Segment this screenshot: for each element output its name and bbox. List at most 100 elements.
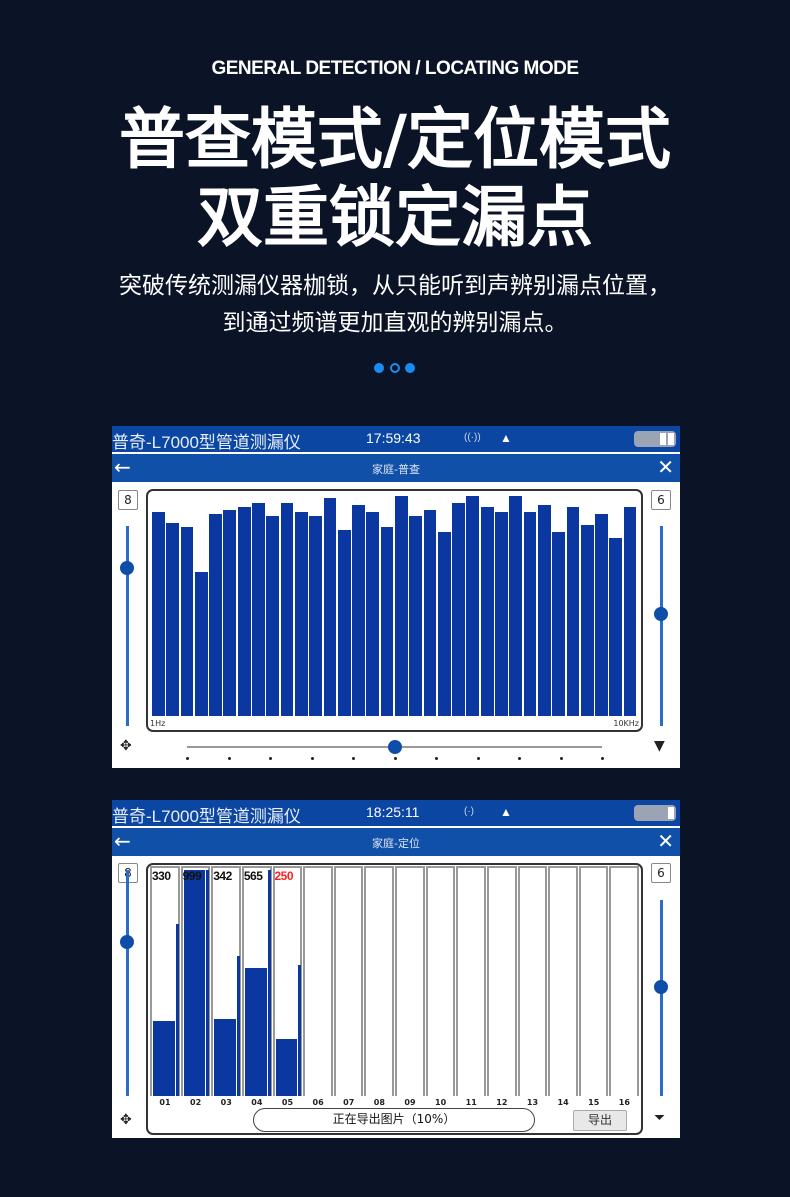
close-icon[interactable]: ✕ <box>657 455 674 479</box>
locating-screen: 普奇-L7000型管道测漏仪 18:25:11 (·) ▲ ← 家庭-定位 ✕ … <box>112 800 680 1138</box>
channel-bar <box>153 1021 175 1096</box>
channel-value: 330 <box>152 869 171 883</box>
right-vertical-slider[interactable] <box>660 526 663 726</box>
channel-value: 250 <box>274 869 294 883</box>
right-value-box: 6 <box>651 490 671 510</box>
general-detection-screen: 普奇-L7000型管道测漏仪 17:59:43 ((·)) ▲ ← 家庭-普查 … <box>112 426 680 768</box>
x-end-label: 10KHz <box>613 719 639 728</box>
spectrum-bar <box>323 498 337 716</box>
channel-label: 16 <box>618 1098 630 1107</box>
title-bar: ← 家庭-定位 ✕ <box>112 828 680 856</box>
channel-secondary-bar <box>236 955 240 1096</box>
spectrum-bar <box>252 502 265 716</box>
title-line-1: 普查模式/定位模式 <box>118 101 672 178</box>
page-title: 家庭-普查 <box>372 463 420 476</box>
slider-tick <box>352 757 355 760</box>
spectrum-bar <box>380 527 394 716</box>
spectrum-bar <box>366 511 380 716</box>
right-slider-knob[interactable] <box>654 607 668 621</box>
channel-label: 12 <box>496 1098 508 1107</box>
pager-dot-3[interactable] <box>405 363 415 373</box>
status-bar: 普奇-L7000型管道测漏仪 18:25:11 (·) ▲ <box>112 800 680 826</box>
channel-column <box>425 866 456 1096</box>
device-title: 普奇-L7000型管道测漏仪 <box>112 807 301 826</box>
spectrum-bar <box>452 502 465 716</box>
spectrum-bar <box>223 509 237 716</box>
channel-label: 08 <box>373 1098 385 1107</box>
channel-label: 10 <box>435 1098 447 1107</box>
funnel-icon[interactable]: ▼ <box>654 738 665 754</box>
channel-column: 565 <box>241 866 272 1096</box>
spectrum-bar <box>509 496 523 716</box>
spectrum-bar <box>623 507 637 716</box>
channel-label: 09 <box>404 1098 416 1107</box>
spectrum-bar <box>609 538 623 716</box>
arrow-left-icon[interactable]: ← <box>114 455 131 479</box>
left-slider-knob[interactable] <box>120 561 134 575</box>
right-vertical-slider[interactable] <box>660 900 663 1096</box>
right-slider-knob[interactable] <box>654 980 668 994</box>
bell-icon: ▲ <box>500 431 512 445</box>
slider-tick <box>435 757 438 760</box>
export-progress: 正在导出图片（10%） <box>253 1108 535 1132</box>
right-value-box: 6 <box>651 863 671 883</box>
left-value-box: 8 <box>118 490 138 510</box>
pager-dot-2[interactable] <box>390 363 400 373</box>
left-vertical-slider[interactable] <box>126 870 129 1096</box>
slider-tick <box>227 757 231 760</box>
spectrum-bar <box>566 507 580 716</box>
channel-column <box>456 866 486 1096</box>
page-title: 家庭-定位 <box>372 837 420 850</box>
description-line-1: 突破传统测漏仪器枷锁，从只能听到声辨别漏点位置， <box>119 273 671 299</box>
channel-label: 15 <box>588 1098 600 1107</box>
battery-icon <box>634 431 676 447</box>
spectrum-bar <box>309 516 323 716</box>
spectrum-bar <box>495 511 508 716</box>
channel-secondary-bar <box>206 870 210 1096</box>
spectrum-bar <box>194 571 208 716</box>
channel-label: 11 <box>465 1098 477 1107</box>
left-slider-knob[interactable] <box>120 935 134 949</box>
channel-label: 13 <box>526 1098 539 1107</box>
status-bar: 普奇-L7000型管道测漏仪 17:59:43 ((·)) ▲ <box>112 426 680 452</box>
locating-chart: 330 999 342 565 250 01 02 03 04 05 06 07 08 09 10 11 12… <box>146 863 643 1135</box>
bell-icon: ▲ <box>500 805 512 819</box>
channel-labels: 01 02 03 04 05 06 07 08 09 10 11 12 13 14 15 16 <box>150 1098 640 1108</box>
export-button[interactable]: 导出 <box>573 1110 627 1131</box>
spectrum-bar <box>409 516 423 716</box>
channel-bar <box>214 1018 236 1096</box>
channel-label: 14 <box>557 1098 569 1107</box>
funnel-icon[interactable]: ⏷ <box>654 1110 666 1126</box>
spectrum-bar <box>580 525 594 716</box>
channel-secondary-bar <box>267 870 271 1096</box>
spectrum-bar <box>209 513 222 716</box>
channel-secondary-bar <box>175 924 179 1096</box>
channel-column <box>395 866 425 1096</box>
slider-tick <box>269 757 272 760</box>
channel-bar <box>275 1039 298 1096</box>
channel-label: 03 <box>220 1098 232 1107</box>
spectrum-bar <box>480 507 494 716</box>
description-line-2: 到通过频谱更加直观的辨别漏点。 <box>222 310 568 336</box>
channel-column: 342 <box>211 866 241 1096</box>
pager-dot-1[interactable] <box>374 363 384 373</box>
spectrum-bar <box>523 511 537 716</box>
move-icon[interactable]: ✥ <box>120 1112 132 1128</box>
channel-column <box>303 866 333 1096</box>
title-bar: ← 家庭-普查 ✕ <box>112 454 680 482</box>
spectrum-bar <box>152 511 165 716</box>
close-icon[interactable]: ✕ <box>657 829 674 853</box>
spectrum-bar <box>537 505 551 716</box>
spectrum-chart: 1Hz 10KHz <box>146 489 643 732</box>
slider-tick <box>476 757 480 760</box>
left-vertical-slider[interactable] <box>126 526 129 726</box>
horizontal-slider-knob[interactable] <box>388 740 402 754</box>
arrow-left-icon[interactable]: ← <box>114 829 131 853</box>
channel-column <box>578 866 609 1096</box>
move-icon[interactable]: ✥ <box>120 738 132 754</box>
slider-tick <box>310 757 314 760</box>
spectrum-bar <box>466 496 480 716</box>
spectrum-bar <box>337 529 351 716</box>
signal-icon: ((·)) <box>464 432 481 443</box>
spectrum-bar <box>180 527 194 716</box>
